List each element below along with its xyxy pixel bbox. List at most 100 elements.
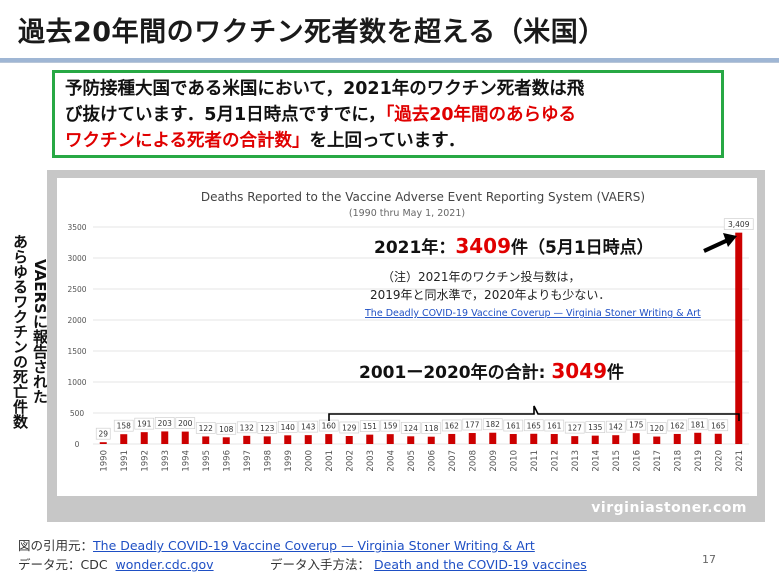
bar-value-label: 120 — [646, 422, 667, 434]
x-tick-label: 2021 — [735, 450, 745, 472]
bar — [304, 435, 312, 444]
bar-value-label-text: 182 — [486, 420, 501, 429]
x-tick-label: 1990 — [99, 450, 109, 472]
x-tick-label: 1996 — [222, 450, 232, 472]
bar-value-label-text: 129 — [342, 424, 357, 433]
chart-frame: Deaths Reported to the Vaccine Adverse E… — [47, 170, 765, 522]
bar — [140, 432, 148, 444]
footer-source-link[interactable]: wonder.cdc.gov — [115, 557, 214, 572]
grid-lines — [93, 226, 749, 445]
x-tick-label: 1998 — [263, 450, 273, 472]
annotation-2021-value: 3409 — [455, 234, 511, 258]
bar-value-label-text: 165 — [711, 421, 726, 430]
bar-value-label-box — [134, 417, 155, 430]
x-tick-label: 2017 — [653, 450, 663, 472]
footer-cite-link[interactable]: The Deadly COVID-19 Vaccine Coverup — Vi… — [93, 538, 535, 553]
bar-value-labels: 29 158 191 203 200 122 108 132 123 140 143 160 129 15… — [95, 218, 754, 440]
bar — [591, 435, 599, 444]
bar-value-label: 175 — [626, 418, 647, 431]
bar-value-label: 118 — [421, 422, 442, 435]
summary-callout: 予防接種大国である米国において，2021年のワクチン死者数は飛 び抜けています．… — [52, 70, 724, 158]
y-axis-label-line-2: あらゆるワクチンの死亡件数 — [11, 233, 29, 429]
annotation-2021-prefix: 2021年： — [374, 237, 455, 258]
bar — [161, 431, 169, 444]
bar-value-label: 203 — [154, 417, 175, 429]
bar-value-label: 129 — [339, 421, 360, 434]
bar-value-label-box — [503, 419, 524, 432]
bar-value-label-text: 142 — [609, 423, 624, 432]
bar-value-label-text: 3,409 — [728, 220, 750, 229]
annotation-sum: 2001ー2020年の合計: 3049件 — [359, 359, 624, 383]
bar-value-label-text: 177 — [465, 421, 480, 430]
bar-value-label: 124 — [400, 421, 421, 434]
bar-value-label: 162 — [441, 419, 462, 432]
bar — [99, 442, 107, 444]
bar-value-label-text: 143 — [301, 423, 316, 432]
y-tick-label: 3500 — [67, 223, 86, 232]
x-tick-label: 2008 — [468, 450, 478, 472]
note-line-2: 2019年と同水準で，2020年よりも少ない． — [370, 287, 610, 302]
footer-cite-label: 図の引用元： — [18, 538, 94, 553]
bar — [550, 434, 558, 444]
bar-value-label-box — [236, 421, 257, 434]
y-axis-label: VAERSに報告された あらゆるワクチンの死亡件数 — [2, 216, 50, 446]
bar-value-label-box — [544, 419, 565, 432]
bar-value-label-text: 191 — [137, 420, 152, 429]
bar-value-label-box — [585, 421, 606, 433]
y-tick-label: 1000 — [67, 378, 86, 387]
bar-value-label-text: 29 — [98, 430, 108, 439]
bar — [407, 436, 415, 444]
footer-method: データ入手方法： Death and the COVID-19 vaccines — [270, 554, 587, 573]
bar — [366, 434, 374, 444]
bar-value-label-box — [154, 417, 175, 429]
bar-value-label-text: 159 — [383, 422, 398, 431]
bar-value-label: 200 — [175, 417, 196, 429]
bar-value-label-box — [195, 422, 216, 434]
bar — [714, 433, 722, 444]
x-tick-label: 1994 — [181, 450, 191, 472]
bar-value-label-box — [708, 419, 729, 432]
bar-value-label: 161 — [503, 419, 524, 432]
bar — [612, 435, 620, 444]
x-tick-label: 2000 — [304, 450, 314, 472]
bar — [632, 433, 640, 444]
bar-value-label: 122 — [195, 422, 216, 434]
y-tick-label: 1500 — [67, 347, 86, 356]
x-tick-label: 1992 — [140, 450, 150, 472]
callout-line-3b: を上回っています． — [309, 131, 466, 151]
annotation-2021: 2021年：3409件（5月1日時点） — [374, 234, 654, 258]
bar-value-label-box — [441, 419, 462, 432]
bar-value-label: 143 — [298, 420, 319, 433]
footer-method-link[interactable]: Death and the COVID-19 vaccines — [374, 557, 587, 572]
bar — [181, 431, 189, 444]
x-tick-label: 2004 — [386, 450, 396, 472]
bar-value-label-text: 123 — [260, 424, 275, 433]
bar-value-label-text: 122 — [199, 424, 214, 433]
bar-value-label-box — [462, 418, 483, 431]
annotation-sum-value: 3049 — [551, 359, 607, 383]
x-tick-label: 2003 — [366, 450, 376, 472]
note-link[interactable]: The Deadly COVID-19 Vaccine Coverup — Vi… — [364, 308, 701, 319]
bar-value-label-box — [605, 420, 626, 433]
bar — [325, 434, 333, 444]
vaers-bar-chart: Deaths Reported to the Vaccine Adverse E… — [67, 190, 754, 472]
bar — [345, 436, 353, 444]
bar-value-label-text: 203 — [158, 419, 173, 428]
bar-value-label: 162 — [667, 419, 688, 432]
y-tick-label: 2000 — [67, 316, 86, 325]
callout-line-3a: ワクチンによる死者の合計数」 — [65, 131, 310, 151]
x-tick-label: 2020 — [714, 450, 724, 472]
chart-area: Deaths Reported to the Vaccine Adverse E… — [57, 178, 757, 496]
bar-value-label-text: 162 — [670, 421, 685, 430]
bar — [735, 232, 743, 444]
bar-value-label-box — [667, 419, 688, 432]
bar-value-label-text: 161 — [506, 422, 521, 431]
x-tick-label: 2012 — [550, 450, 560, 472]
annotation-sum-suffix: 件 — [607, 362, 624, 383]
bar-value-label-box — [257, 422, 278, 434]
bar — [243, 435, 251, 444]
bar — [284, 435, 292, 444]
callout-line-2b: 「過去20年間のあらゆる — [385, 105, 577, 125]
bar-value-label: 29 — [95, 427, 111, 440]
bar-value-label-box — [523, 419, 544, 432]
